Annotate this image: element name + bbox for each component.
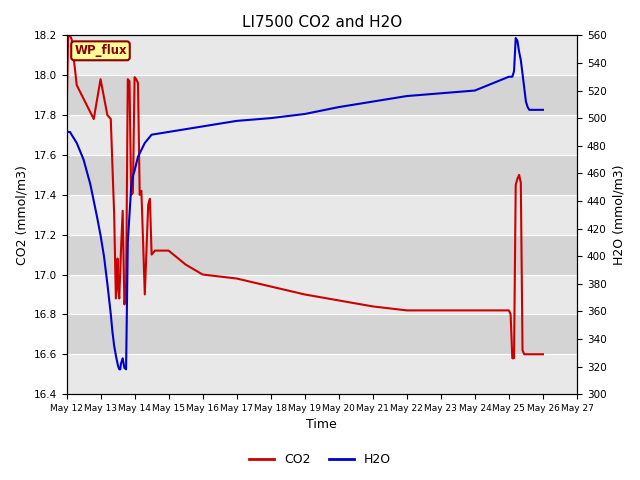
Bar <box>67 314 577 354</box>
Y-axis label: H2O (mmol/m3): H2O (mmol/m3) <box>612 165 625 265</box>
Title: LI7500 CO2 and H2O: LI7500 CO2 and H2O <box>242 15 402 30</box>
Y-axis label: CO2 (mmol/m3): CO2 (mmol/m3) <box>15 165 28 264</box>
Bar <box>67 155 577 195</box>
Bar <box>67 36 577 75</box>
Legend: CO2, H2O: CO2, H2O <box>244 448 396 471</box>
Bar <box>67 235 577 275</box>
Bar <box>67 275 577 314</box>
Bar <box>67 354 577 394</box>
Text: WP_flux: WP_flux <box>74 44 127 57</box>
Bar <box>67 115 577 155</box>
Bar <box>67 75 577 115</box>
X-axis label: Time: Time <box>307 419 337 432</box>
Bar <box>67 195 577 235</box>
